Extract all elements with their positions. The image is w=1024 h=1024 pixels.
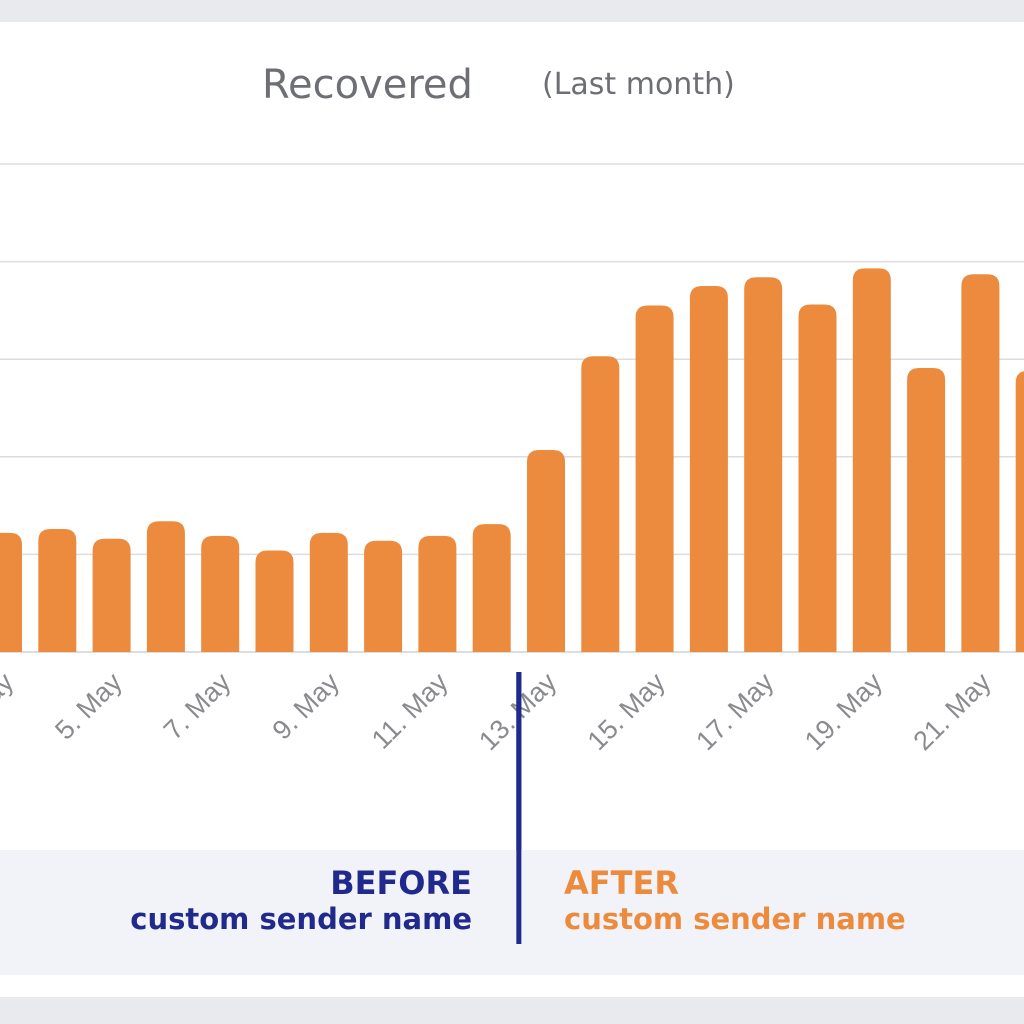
bar-12-may (472, 524, 511, 652)
bar-20-may (907, 367, 946, 652)
bar-14-may (581, 356, 620, 652)
x-tick-label: 21. May (908, 667, 997, 756)
legend-before-heading: BEFORE (330, 864, 472, 902)
x-tick-label: 11. May (366, 667, 454, 755)
bar-19-may (852, 268, 891, 652)
bar-5-may (92, 538, 131, 652)
x-tick-label: 15. May (582, 667, 671, 756)
x-tick-label: 19. May (799, 667, 888, 756)
chart-subtitle: (Last month) (542, 67, 735, 102)
bar-3-may (0, 532, 22, 652)
x-tick-label: May (0, 667, 20, 725)
bar-18-may (798, 304, 837, 652)
bar-13-may (527, 449, 565, 652)
bar-6-may (146, 521, 185, 652)
x-tick-label: 17. May (690, 667, 779, 756)
bar-22-may (1015, 371, 1024, 652)
bar-9-may (309, 532, 348, 652)
legend-before-subheading: custom sender name (130, 902, 472, 937)
bar-4-may (38, 529, 77, 652)
x-tick-label: 7. May (158, 667, 237, 746)
bar-8-may (255, 550, 294, 652)
bar-16-may (689, 286, 728, 652)
legend-band: BEFORE custom sender name AFTER custom s… (0, 850, 1024, 975)
bar-21-may (961, 274, 1000, 652)
legend-after-subheading: custom sender name (564, 902, 906, 937)
bar-10-may (364, 540, 403, 652)
bar-11-may (418, 535, 457, 652)
chart-title: Recovered (262, 62, 473, 108)
x-axis-tick-labels: May 5. May 7. May 9. May 11. May 13. May 15. M… (0, 667, 997, 756)
x-tick-label: 9. May (267, 667, 346, 746)
bar-17-may (744, 277, 783, 652)
bar-7-may (201, 535, 240, 652)
bar-15-may (635, 305, 674, 652)
bars (0, 268, 1024, 652)
legend-before: BEFORE custom sender name (130, 864, 472, 937)
legend-after-heading: AFTER (564, 864, 679, 902)
x-tick-label: 5. May (49, 667, 128, 746)
legend-after: AFTER custom sender name (564, 864, 906, 937)
chart-card: Recovered (Last month) May 5. May 7. May 9.… (0, 22, 1024, 997)
